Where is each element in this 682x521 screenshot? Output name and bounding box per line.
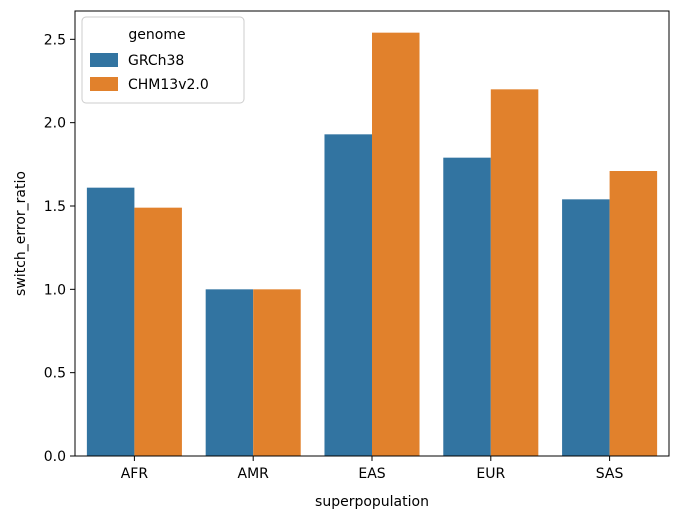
y-tick-label: 2.0 [44,116,66,132]
bar-afr-grch38 [86,187,135,456]
bar-amr-grch38 [205,289,254,456]
bar-eas-grch38 [324,134,372,457]
x-tick-label: SAS [596,466,624,482]
y-tick-label: 0.0 [44,449,66,465]
x-tick-label: EAS [358,466,385,482]
plot-frame [74,10,670,457]
legend-title: genome [128,27,185,43]
x-tick-label: AMR [238,466,270,482]
y-tick-label: 1.0 [44,282,66,298]
bar-eas-chm13v20 [372,32,420,457]
y-axis-ticks: 0.0 0.5 1.0 1.5 2.0 2.5 [44,32,75,465]
bar-eur-chm13v20 [490,89,539,456]
x-tick-label: EUR [476,466,505,482]
y-tick-label: 1.5 [44,199,66,215]
bar-amr-chm13v20 [253,289,301,456]
bar-sas-chm13v20 [609,171,658,456]
legend-label: CHM13v2.0 [128,77,209,93]
legend-swatch-chm13v20 [90,77,118,91]
bar-afr-chm13v20 [134,207,182,456]
y-tick-label: 0.5 [44,366,66,382]
legend: genome GRCh38 CHM13v2.0 [81,16,245,104]
legend-swatch-grch38 [90,53,118,67]
legend-box [81,16,245,104]
y-axis-label: switch_error_ratio [13,171,29,296]
x-tick-label: AFR [121,466,149,482]
x-axis-label: superpopulation [315,494,429,510]
x-axis-ticks: AFR AMR EAS EUR SAS [121,456,624,482]
y-tick-label: 2.5 [44,32,66,48]
bars-layer [86,32,658,457]
bar-eur-grch38 [443,157,491,456]
legend-label: GRCh38 [128,53,184,69]
bar-sas-grch38 [562,199,610,457]
